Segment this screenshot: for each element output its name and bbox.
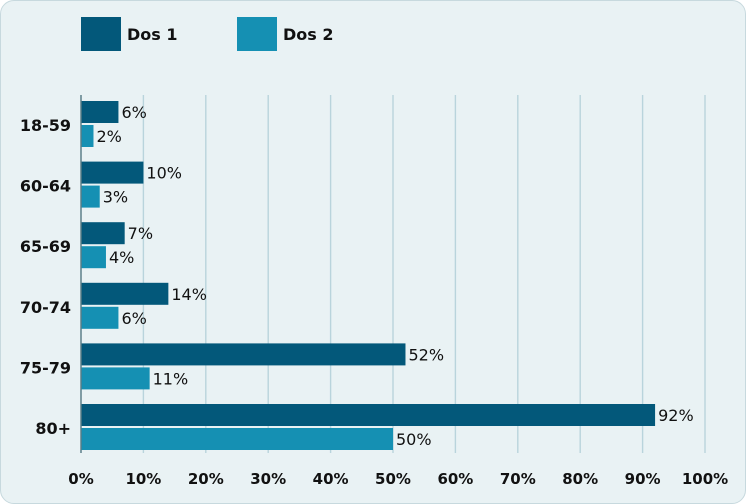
bar-dos-2 xyxy=(81,428,393,450)
bar-dos-2 xyxy=(81,125,94,147)
data-label: 11% xyxy=(153,369,189,388)
x-tick-label: 0% xyxy=(68,470,93,488)
x-tick-label: 90% xyxy=(625,470,661,488)
data-label: 6% xyxy=(121,103,146,122)
y-tick-label: 80+ xyxy=(35,419,71,438)
legend-swatch-dos-1 xyxy=(81,17,121,51)
x-tick-label: 20% xyxy=(188,470,224,488)
bar-dos-1 xyxy=(81,161,144,184)
x-tick-label: 80% xyxy=(562,470,598,488)
x-tick-label: 30% xyxy=(250,470,286,488)
bar-dos-1 xyxy=(81,101,119,123)
bar-dos-1 xyxy=(81,343,406,366)
y-tick-label: 75-79 xyxy=(20,358,71,377)
bar-dos-2 xyxy=(81,306,119,329)
data-label: 50% xyxy=(396,430,432,449)
bar-dos-1 xyxy=(81,282,169,305)
data-label: 7% xyxy=(128,224,153,243)
data-label: 3% xyxy=(103,188,128,207)
bar-dos-1 xyxy=(81,222,125,245)
bar-dos-2 xyxy=(81,246,106,269)
x-tick-label: 50% xyxy=(375,470,411,488)
legend-item-dos-1: Dos 1 xyxy=(81,17,178,51)
y-tick-label: 70-74 xyxy=(20,298,71,317)
legend-swatch-dos-2 xyxy=(237,17,277,51)
y-tick-label: 65-69 xyxy=(20,237,71,256)
bar-dos-2 xyxy=(81,185,100,208)
legend-label-dos-1: Dos 1 xyxy=(127,24,178,44)
bar-dos-2 xyxy=(81,367,150,390)
x-tick-label: 70% xyxy=(500,470,536,488)
data-label: 52% xyxy=(408,345,444,364)
bar-dos-1 xyxy=(81,404,656,426)
data-label: 10% xyxy=(146,164,182,183)
data-label: 4% xyxy=(109,248,134,267)
x-tick-label: 100% xyxy=(682,470,728,488)
x-tick-label: 10% xyxy=(125,470,161,488)
data-label: 2% xyxy=(96,127,121,146)
legend-label-dos-2: Dos 2 xyxy=(283,24,334,44)
x-tick-label: 40% xyxy=(313,470,349,488)
x-tick-label: 60% xyxy=(437,470,473,488)
data-label: 14% xyxy=(171,285,207,304)
data-label: 6% xyxy=(121,309,146,328)
data-label: 92% xyxy=(658,406,694,425)
legend-item-dos-2: Dos 2 xyxy=(237,17,334,51)
y-tick-label: 18-59 xyxy=(20,116,71,135)
y-tick-label: 60-64 xyxy=(20,177,71,196)
